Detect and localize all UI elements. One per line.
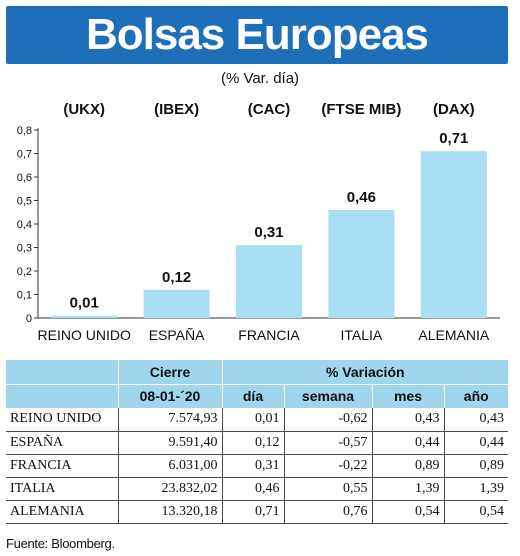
row-semana: 0,76 [283,500,372,524]
bar [236,245,302,318]
bar [143,289,210,318]
y-tick-label: 0,3 [17,243,32,255]
data-label: 0,71 [439,130,468,147]
row-ano: 1,39 [443,477,508,501]
y-tick-label: 0,1 [17,290,32,302]
category-label: ESPAÑA [149,327,205,343]
row-name: ITALIA [6,477,118,501]
header-ano: año [443,383,508,408]
index-label: (UKX) [63,101,105,118]
table-row: ESPAÑA 9.591,40 0,12 -0,57 0,44 0,44 [6,431,508,455]
row-cierre: 7.574,93 [117,408,222,432]
row-dia: 0,31 [221,454,284,478]
row-cierre: 13.320,18 [117,500,222,524]
y-tick-label: 0,7 [17,149,32,161]
index-label: (CAC) [248,101,291,118]
header-dia: día [221,383,284,408]
row-ano: 0,54 [443,500,508,524]
data-label: 0,46 [347,189,376,206]
row-dia: 0,46 [221,477,284,501]
header-semana: semana [283,383,372,408]
bar [328,209,395,318]
row-name: REINO UNIDO [6,408,118,432]
category-label: FRANCIA [238,327,300,343]
row-name: ALEMANIA [6,500,118,524]
row-cierre: 23.832,02 [117,477,222,501]
row-semana: -0,62 [283,408,372,432]
header-cierre: Cierre [117,360,222,384]
row-mes: 0,89 [371,454,444,478]
quotes-table-container: Cierre % Variación 08-01-´20 día semana … [6,360,508,524]
header-mes: mes [371,383,444,408]
y-tick-label: 0,4 [17,219,32,231]
bar [420,151,487,318]
row-mes: 0,54 [371,500,444,524]
y-tick-label: 0 [26,313,32,325]
row-semana: -0,57 [283,431,372,455]
data-label: 0,31 [254,224,283,241]
data-label: 0,12 [162,269,191,286]
index-label: (FTSE MIB) [321,101,401,118]
row-ano: 0,43 [443,408,508,432]
y-tick-label: 0,8 [17,125,32,137]
row-semana: -0,22 [283,454,372,478]
header-blank [6,360,118,384]
category-label: ITALIA [341,327,383,343]
table-row: FRANCIA 6.031,00 0,31 -0,22 0,89 0,89 [6,454,508,478]
category-label: REINO UNIDO [38,327,131,343]
page-title: Bolsas Europeas [85,10,429,59]
row-mes: 1,39 [371,477,444,501]
source-note: Fuente: Bloomberg. [6,536,115,551]
category-label: ALEMANIA [418,327,489,343]
row-dia: 0,01 [221,408,284,432]
header-variacion: % Variación [221,360,508,384]
row-cierre: 6.031,00 [117,454,222,478]
data-label: 0,01 [70,295,99,312]
row-ano: 0,89 [443,454,508,478]
table-row: REINO UNIDO 7.574,93 0,01 -0,62 0,43 0,4… [6,408,508,432]
row-ano: 0,44 [443,431,508,455]
header-date: 08-01-´20 [117,383,222,408]
bar [51,315,118,318]
table-row: ALEMANIA 13.320,18 0,71 0,76 0,54 0,54 [6,500,508,524]
bar-chart: 0 0,1 0,2 0,3 0,4 0,5 0,6 0,7 0,8 (UKX) 0,01 REINO … [17,101,500,343]
y-tick-label: 0,2 [17,266,32,278]
index-label: (DAX) [433,101,475,118]
row-semana: 0,55 [283,477,372,501]
index-label: (IBEX) [154,101,199,118]
chart-subtitle: (% Var. día) [220,70,300,87]
row-mes: 0,43 [371,408,444,432]
y-tick-label: 0,6 [17,172,32,184]
header-blank-2 [6,383,118,408]
y-tick-label: 0,5 [17,196,32,208]
row-dia: 0,12 [221,431,284,455]
quotes-table: Cierre % Variación 08-01-´20 día semana … [6,360,508,524]
row-dia: 0,71 [221,500,284,524]
title-banner: Bolsas Europeas [6,6,508,64]
row-cierre: 9.591,40 [117,431,222,455]
table-row: ITALIA 23.832,02 0,46 0,55 1,39 1,39 [6,477,508,501]
row-name: ESPAÑA [6,431,118,455]
row-name: FRANCIA [6,454,118,478]
row-mes: 0,44 [371,431,444,455]
